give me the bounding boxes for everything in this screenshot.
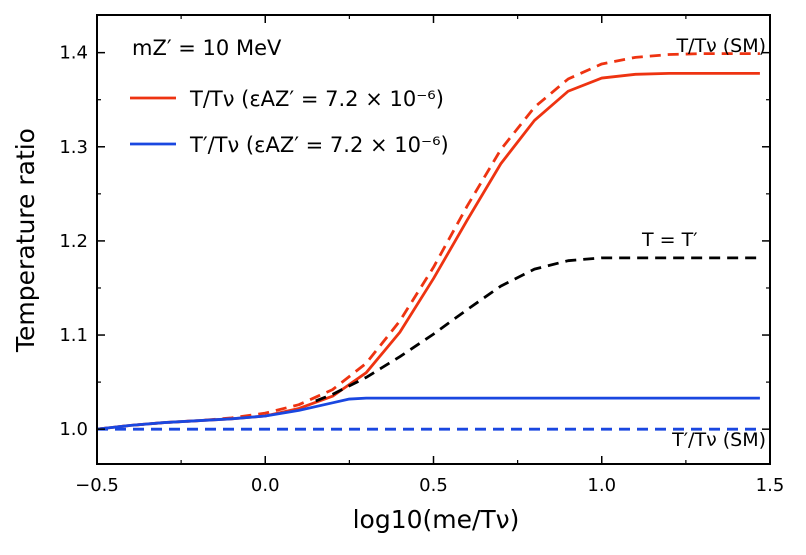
annotation-tprime-sm: T′/Tν (SM): [671, 429, 766, 451]
legend-label-red: T/Tν (εAZ′ = 7.2 × 10⁻⁶): [189, 87, 444, 111]
ticks-layer: −0.5 0.0 0.5 1.0 1.5 1.0 1.1 1.2 1.3 1.4: [59, 15, 784, 496]
y-tick-label: 1.2: [59, 231, 88, 252]
annotation-t-equals-tprime: T = T′: [641, 229, 698, 251]
series-line-1: [97, 52, 760, 431]
x-axis-title: log10(me/Tν): [353, 505, 520, 534]
y-tick-label: 1.3: [59, 137, 88, 158]
annotation-t-sm: T/Tν (SM): [675, 35, 766, 57]
y-tick-label: 1.1: [59, 325, 88, 346]
x-tick-label: 0.0: [251, 475, 280, 496]
legend-label-blue: T′/Tν (εAZ′ = 7.2 × 10⁻⁶): [189, 133, 449, 157]
x-tick-label: 1.5: [756, 475, 785, 496]
x-tick-label: 0.5: [419, 475, 448, 496]
series-line-3: [97, 396, 760, 431]
series-layer: [97, 52, 760, 431]
y-axis-title: Temperature ratio: [11, 128, 40, 353]
series-line-2: [315, 256, 760, 403]
x-tick-label: −0.5: [75, 475, 119, 496]
x-tick-label: 1.0: [587, 475, 616, 496]
y-tick-label: 1.4: [59, 43, 88, 64]
series-line-0: [97, 71, 760, 431]
y-tick-label: 1.0: [59, 419, 88, 440]
param-label: mZ′ = 10 MeV: [132, 36, 282, 60]
